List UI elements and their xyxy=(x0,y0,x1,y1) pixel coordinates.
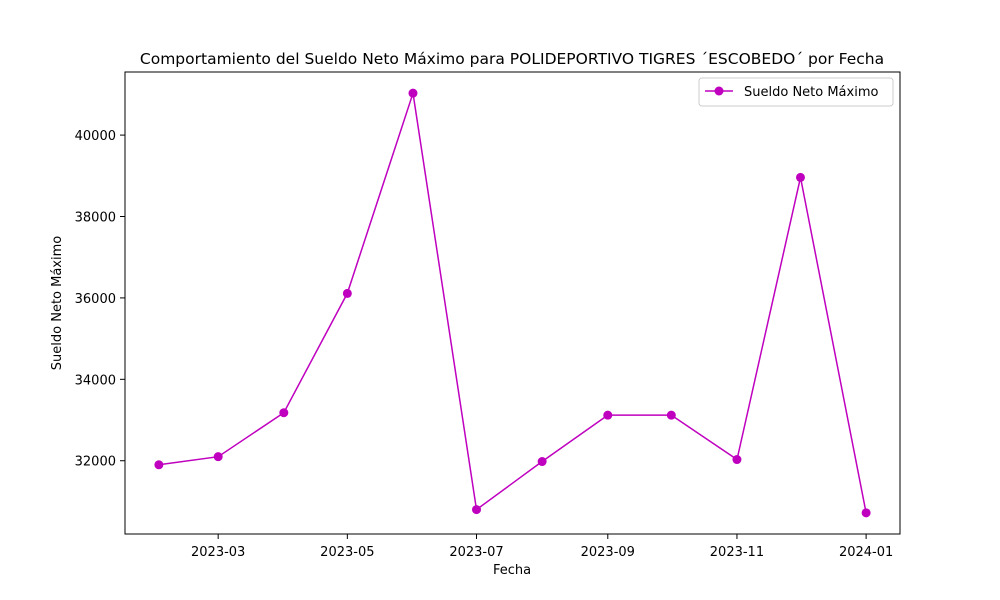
legend: Sueldo Neto Máximo xyxy=(698,77,894,107)
data-point xyxy=(732,455,742,465)
data-point xyxy=(279,408,289,418)
legend-label: Sueldo Neto Máximo xyxy=(744,85,878,100)
y-tick-label: 38000 xyxy=(75,211,116,226)
data-point xyxy=(472,505,482,515)
data-point xyxy=(603,410,613,420)
x-tick-label: 2023-11 xyxy=(710,545,764,560)
data-point xyxy=(342,288,352,298)
data-point xyxy=(795,172,805,182)
legend-point-marker xyxy=(714,86,724,96)
data-point xyxy=(861,508,871,518)
y-axis-title: Sueldo Neto Máximo xyxy=(50,236,65,370)
data-point xyxy=(154,460,164,470)
series-layer xyxy=(154,88,871,518)
x-tick-label: 2023-05 xyxy=(320,545,374,560)
chart-title: Comportamiento del Sueldo Neto Máximo pa… xyxy=(140,50,884,68)
x-axis: 2023-03 2023-05 2023-07 2023-09 2023-11 2024-… xyxy=(191,534,893,560)
y-tick-label: 34000 xyxy=(75,373,116,388)
data-point xyxy=(666,410,676,420)
data-point xyxy=(213,452,223,462)
y-tick-label: 36000 xyxy=(75,292,116,307)
data-point xyxy=(537,457,547,467)
x-tick-label: 2024-01 xyxy=(839,545,893,560)
plot-area xyxy=(124,71,901,535)
x-tick-label: 2023-07 xyxy=(449,545,503,560)
series-line xyxy=(158,92,867,513)
x-tick-label: 2023-09 xyxy=(581,545,635,560)
legend-box xyxy=(698,77,894,107)
y-tick-label: 32000 xyxy=(75,455,116,470)
data-point xyxy=(408,88,418,98)
y-tick-label: 40000 xyxy=(75,129,116,144)
x-tick-label: 2023-03 xyxy=(191,545,245,560)
x-axis-title: Fecha xyxy=(493,563,531,578)
y-axis: 32000 34000 36000 38000 40000 xyxy=(75,129,125,470)
